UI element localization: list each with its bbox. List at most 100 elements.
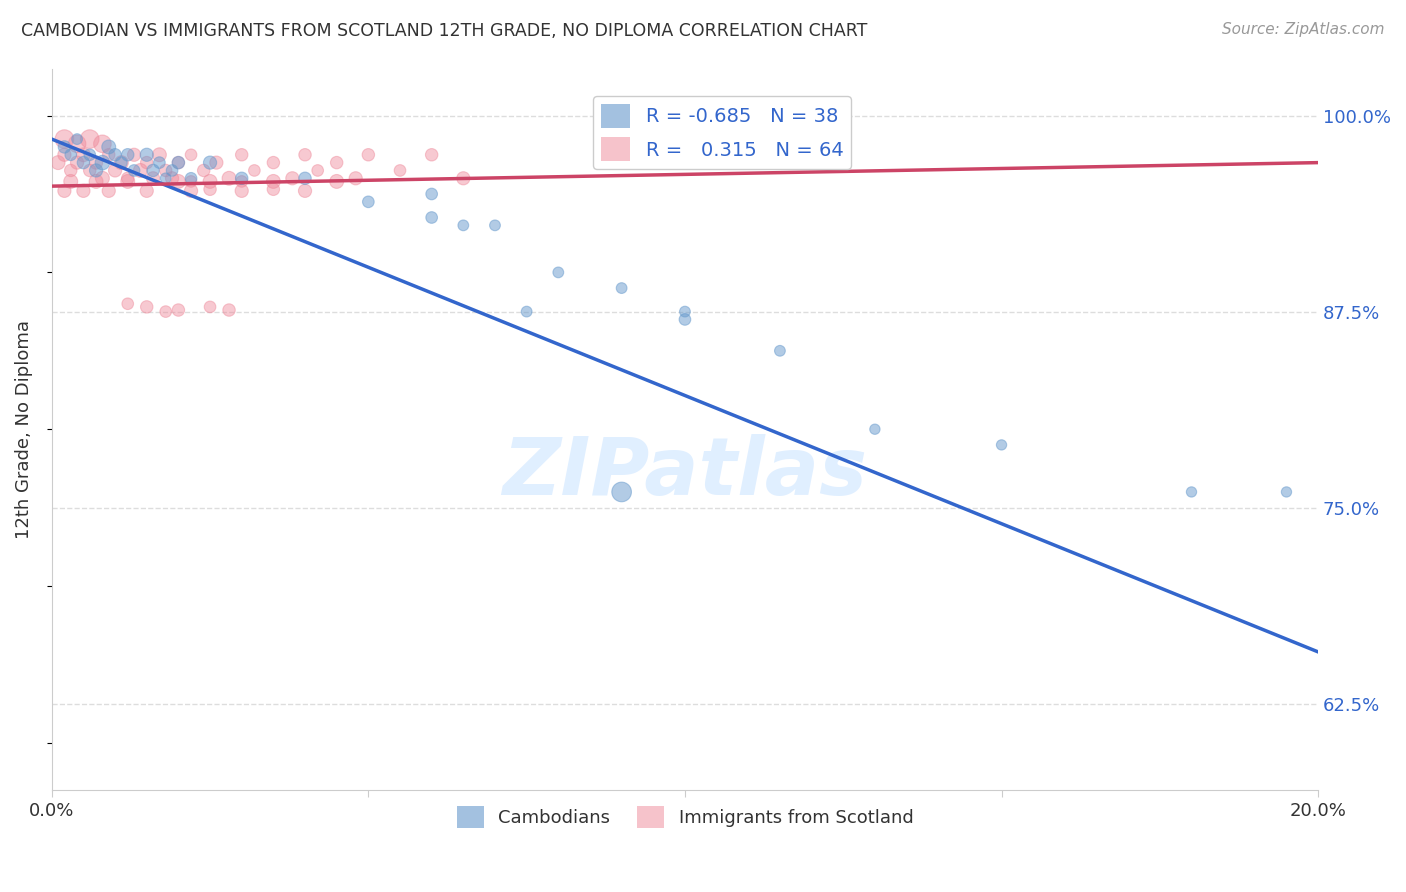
Point: [72, 155, 94, 169]
Point: [148, 155, 170, 169]
Point: [769, 343, 792, 358]
Point: [325, 155, 347, 169]
Point: [53, 140, 76, 154]
Point: [262, 182, 284, 196]
Point: [135, 148, 157, 162]
Point: [294, 148, 316, 162]
Point: [142, 163, 165, 178]
Point: [84, 174, 107, 188]
Point: [135, 155, 157, 169]
Point: [117, 174, 139, 188]
Point: [135, 300, 157, 314]
Point: [79, 163, 101, 178]
Point: [231, 184, 253, 198]
Point: [59, 174, 82, 188]
Point: [97, 140, 120, 154]
Point: [281, 171, 304, 186]
Point: [79, 132, 101, 146]
Point: [84, 155, 107, 169]
Point: [155, 304, 177, 318]
Point: [122, 148, 145, 162]
Point: [97, 148, 120, 162]
Point: [325, 174, 347, 188]
Point: [167, 303, 190, 318]
Point: [53, 132, 76, 146]
Point: [117, 297, 139, 311]
Point: [231, 174, 253, 188]
Point: [135, 184, 157, 198]
Point: [97, 184, 120, 198]
Point: [357, 194, 380, 209]
Point: [420, 186, 443, 201]
Text: Source: ZipAtlas.com: Source: ZipAtlas.com: [1222, 22, 1385, 37]
Point: [117, 148, 139, 162]
Point: [218, 303, 240, 318]
Point: [294, 184, 316, 198]
Point: [231, 148, 253, 162]
Point: [420, 148, 443, 162]
Point: [167, 174, 190, 188]
Point: [59, 163, 82, 178]
Point: [344, 171, 367, 186]
Point: [218, 171, 240, 186]
Point: [863, 422, 886, 436]
Point: [129, 163, 152, 178]
Point: [110, 155, 132, 169]
Point: [547, 265, 569, 279]
Legend: Cambodians, Immigrants from Scotland: Cambodians, Immigrants from Scotland: [450, 798, 921, 835]
Point: [66, 132, 89, 146]
Point: [1180, 485, 1202, 500]
Point: [160, 171, 183, 186]
Point: [167, 155, 190, 169]
Point: [148, 148, 170, 162]
Point: [160, 163, 183, 178]
Point: [59, 148, 82, 162]
Point: [66, 155, 89, 169]
Point: [104, 163, 127, 178]
Point: [117, 171, 139, 186]
Point: [453, 219, 475, 233]
Point: [294, 171, 316, 186]
Point: [72, 184, 94, 198]
Point: [110, 155, 132, 169]
Point: [307, 163, 329, 178]
Point: [262, 155, 284, 169]
Point: [516, 304, 538, 318]
Point: [53, 184, 76, 198]
Point: [610, 281, 633, 295]
Point: [79, 148, 101, 162]
Point: [46, 155, 69, 169]
Point: [91, 171, 114, 186]
Point: [122, 163, 145, 178]
Point: [990, 438, 1012, 452]
Point: [66, 136, 89, 151]
Point: [155, 171, 177, 186]
Point: [262, 174, 284, 188]
Point: [388, 163, 411, 178]
Point: [91, 136, 114, 151]
Text: CAMBODIAN VS IMMIGRANTS FROM SCOTLAND 12TH GRADE, NO DIPLOMA CORRELATION CHART: CAMBODIAN VS IMMIGRANTS FROM SCOTLAND 12…: [21, 22, 868, 40]
Point: [243, 163, 266, 178]
Point: [420, 211, 443, 225]
Point: [610, 485, 633, 500]
Text: ZIPatlas: ZIPatlas: [502, 434, 868, 511]
Point: [104, 148, 127, 162]
Y-axis label: 12th Grade, No Diploma: 12th Grade, No Diploma: [15, 319, 32, 539]
Point: [180, 174, 202, 188]
Point: [142, 171, 165, 186]
Point: [53, 148, 76, 162]
Point: [198, 300, 221, 314]
Point: [180, 184, 202, 198]
Point: [1275, 485, 1298, 500]
Point: [180, 148, 202, 162]
Point: [84, 163, 107, 178]
Point: [673, 304, 696, 318]
Point: [167, 155, 190, 169]
Point: [198, 174, 221, 188]
Point: [453, 171, 475, 186]
Point: [198, 155, 221, 169]
Point: [357, 148, 380, 162]
Point: [180, 171, 202, 186]
Point: [72, 148, 94, 162]
Point: [484, 219, 506, 233]
